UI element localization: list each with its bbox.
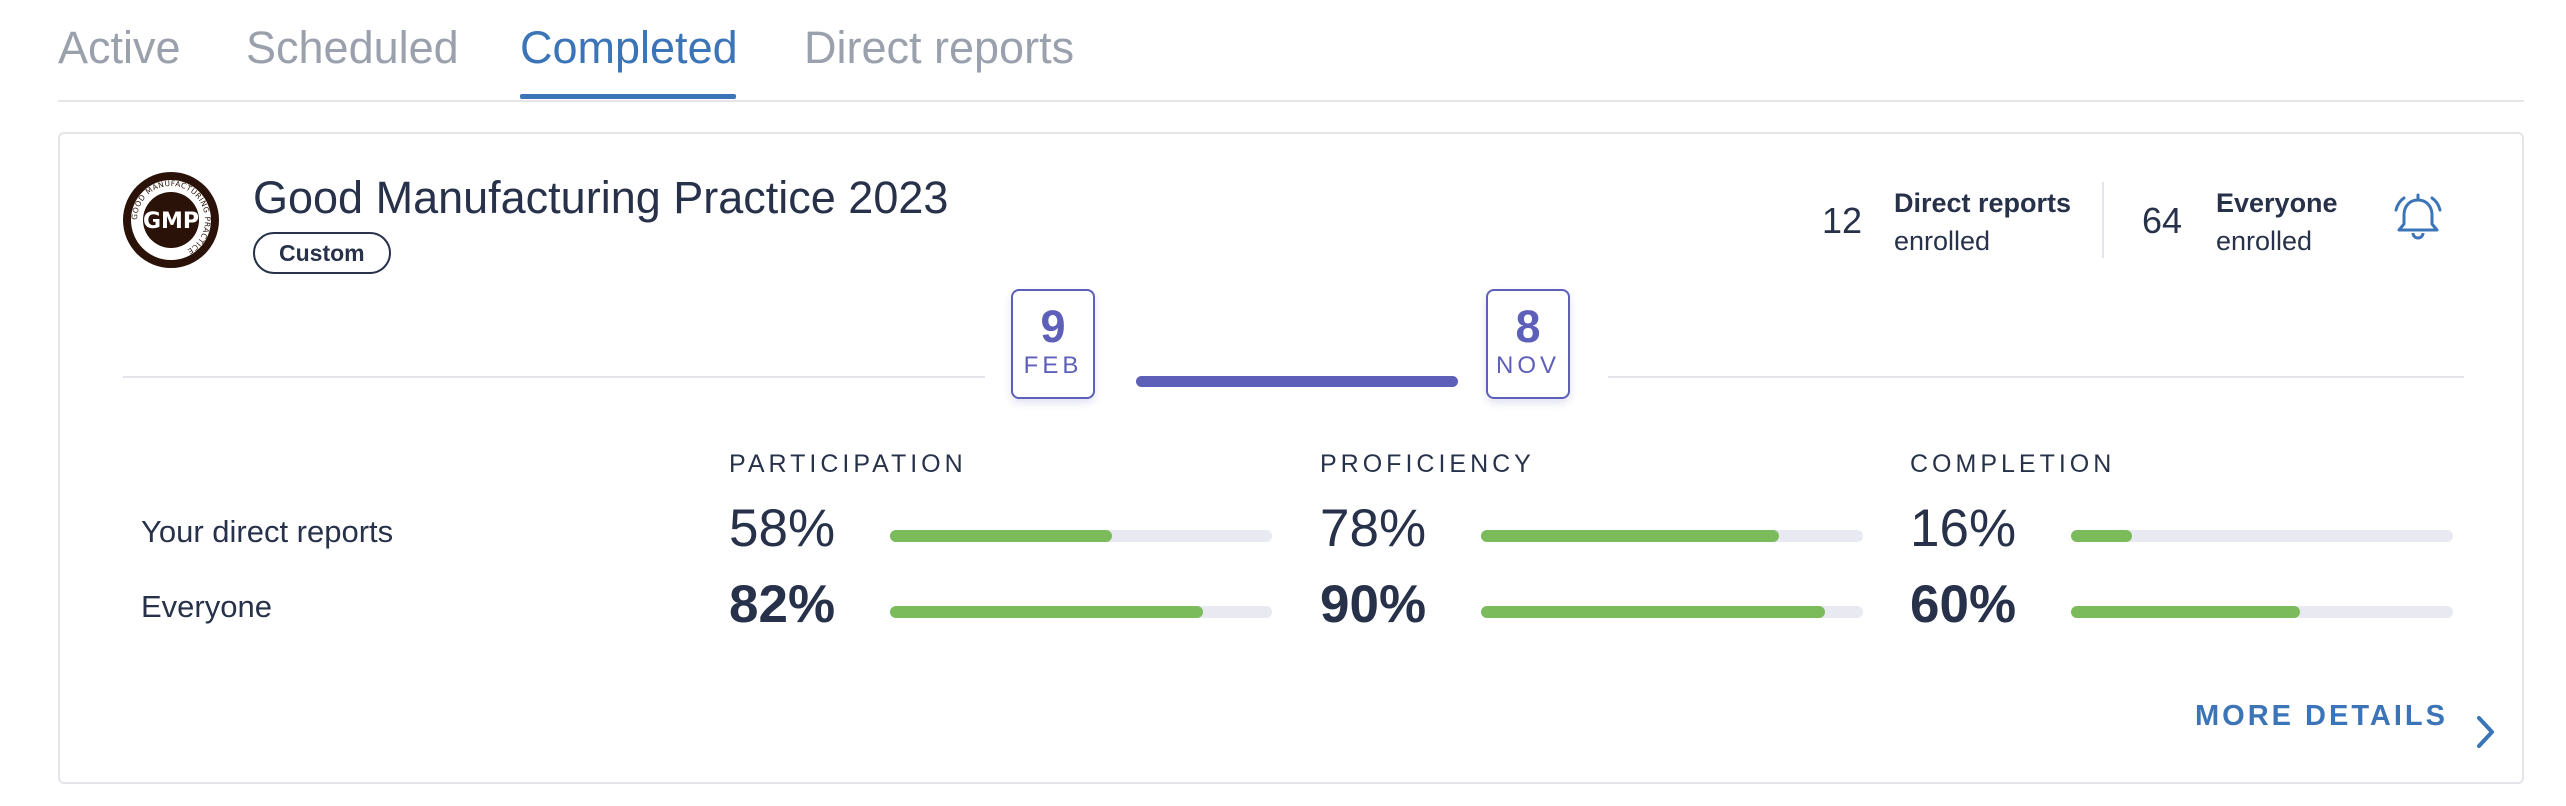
direct-reports-enrolled-sub: enrolled	[1894, 226, 1991, 256]
direct-reports-enrolled-count: 12	[1822, 200, 1863, 241]
completion-heading: COMPLETION	[1910, 450, 2116, 478]
course-logo: GOOD MANUFACTURING PRACTICE GMP	[123, 172, 219, 268]
direct-reports-proficiency-value: 78%	[1320, 499, 1427, 558]
everyone-proficiency-bar	[1481, 606, 1863, 618]
end-date-day: 8	[1515, 301, 1541, 352]
direct-reports-proficiency-bar	[1481, 530, 1863, 542]
everyone-enrolled-sub: enrolled	[2216, 226, 2313, 256]
gmp-logo-icon: GOOD MANUFACTURING PRACTICE GMP	[127, 176, 215, 264]
start-date-day: 9	[1040, 301, 1066, 352]
tab-direct-reports[interactable]: Direct reports	[804, 22, 1075, 73]
tab-scheduled[interactable]: Scheduled	[246, 22, 459, 73]
direct-reports-completion-value: 16%	[1910, 499, 2017, 558]
end-date-month: NOV	[1495, 352, 1560, 379]
proficiency-heading: PROFICIENCY	[1320, 450, 1535, 478]
timeline-line-left	[123, 376, 985, 378]
everyone-enrolled-label: Everyone enrolled	[2216, 184, 2338, 260]
everyone-proficiency-fill	[1481, 606, 1825, 618]
everyone-participation-value: 82%	[729, 575, 836, 634]
direct-reports-proficiency-fill	[1481, 530, 1779, 542]
tab-completed[interactable]: Completed	[520, 22, 738, 73]
direct-reports-label: Direct reports	[1894, 188, 2072, 218]
more-details-link[interactable]: MORE DETAILS	[2195, 700, 2448, 732]
row-label-everyone: Everyone	[141, 589, 272, 624]
everyone-completion-bar	[2071, 606, 2453, 618]
active-tab-indicator	[520, 94, 736, 99]
everyone-participation-bar	[890, 606, 1272, 618]
custom-badge: Custom	[253, 232, 391, 274]
participation-heading: PARTICIPATION	[729, 450, 967, 478]
start-date-month: FEB	[1023, 352, 1083, 379]
tab-active[interactable]: Active	[58, 22, 181, 73]
tab-bar: Active Scheduled Completed Direct report…	[58, 0, 2524, 102]
everyone-completion-fill	[2071, 606, 2301, 618]
svg-text:GMP: GMP	[143, 209, 199, 234]
everyone-enrolled-count: 64	[2142, 200, 2183, 241]
everyone-completion-value: 60%	[1910, 575, 2017, 634]
everyone-label: Everyone	[2216, 188, 2338, 218]
row-label-direct-reports: Your direct reports	[141, 514, 394, 549]
end-date: 8 NOV	[1486, 289, 1570, 399]
timeline-line-right	[1608, 376, 2464, 378]
course-card: GOOD MANUFACTURING PRACTICE GMP Good Man…	[58, 132, 2524, 784]
everyone-participation-fill	[890, 606, 1204, 618]
direct-reports-participation-fill	[890, 530, 1112, 542]
direct-reports-completion-bar	[2071, 530, 2453, 542]
direct-reports-enrolled-label: Direct reports enrolled	[1894, 184, 2071, 260]
direct-reports-participation-value: 58%	[729, 499, 836, 558]
direct-reports-completion-fill	[2071, 530, 2133, 542]
everyone-proficiency-value: 90%	[1320, 575, 1427, 634]
enrollment-divider	[2102, 182, 2104, 258]
course-title[interactable]: Good Manufacturing Practice 2023	[253, 172, 949, 223]
bell-icon[interactable]	[2388, 188, 2448, 248]
direct-reports-participation-bar	[890, 530, 1272, 542]
start-date: 9 FEB	[1011, 289, 1095, 399]
chevron-right-icon[interactable]	[2465, 712, 2505, 752]
timeline-duration-bar	[1136, 376, 1458, 387]
